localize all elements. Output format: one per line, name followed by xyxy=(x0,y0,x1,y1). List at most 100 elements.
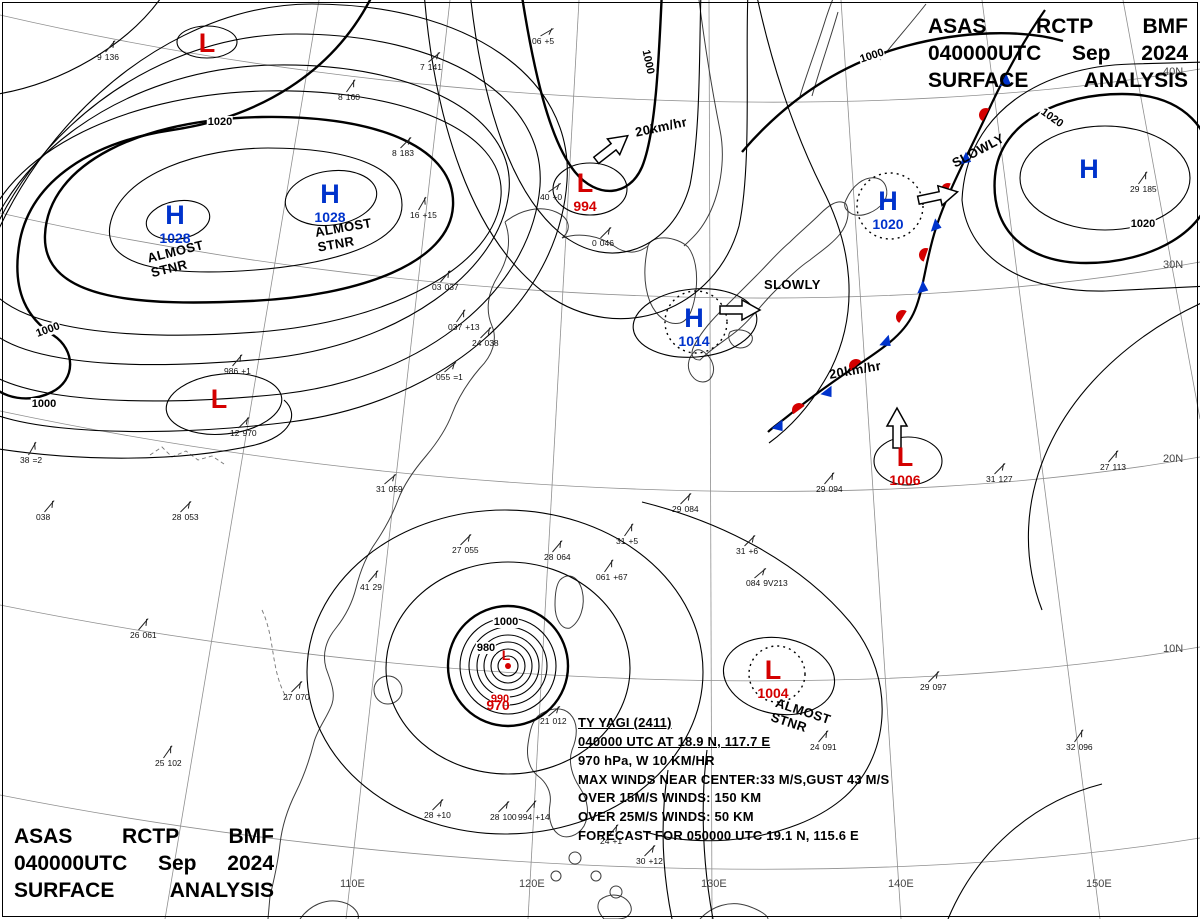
pressure-symbol: H xyxy=(1079,154,1099,184)
stationary-front-layer xyxy=(767,9,1046,433)
station-value: 25 xyxy=(155,758,165,768)
station-value: 28 xyxy=(172,512,182,522)
pressure-center-low: L xyxy=(211,386,228,413)
station-value: +15 xyxy=(422,210,437,220)
wind-barb-icon xyxy=(232,354,243,367)
station-value: 053 xyxy=(184,512,199,522)
wind-barb-icon xyxy=(548,705,561,717)
wind-barb-icon xyxy=(548,182,562,193)
station-value: 29 xyxy=(372,582,382,592)
station-value: +1 xyxy=(241,366,251,376)
isobar-label: 1020 xyxy=(206,116,234,128)
chart-product-code: ASAS RCTP BMF xyxy=(14,825,274,849)
station-plot: 29 094 xyxy=(816,472,843,494)
pressure-symbol: H xyxy=(165,200,185,230)
station-plot: 24 +1 xyxy=(600,824,622,846)
station-value: 24 xyxy=(600,836,610,846)
station-value: +6 xyxy=(748,546,759,556)
station-value: +5 xyxy=(544,36,555,46)
typhoon-max-winds: MAX WINDS NEAR CENTER:33 M/S,GUST 43 M/S xyxy=(578,771,890,787)
longitude-label: 110E xyxy=(340,878,365,890)
station-plot: 21 012 xyxy=(540,705,567,726)
pressure-symbol: L xyxy=(896,442,914,472)
station-value: 055 xyxy=(464,545,479,555)
latitude-label: 30N xyxy=(1163,259,1184,271)
station-plot: 16 +15 xyxy=(410,196,437,220)
longitude-label: 140E xyxy=(888,878,914,890)
pressure-center-low: L 1004 xyxy=(757,655,788,701)
station-value: 28 xyxy=(544,552,554,562)
wind-barb-icon xyxy=(604,559,614,573)
movement-arrow-icon xyxy=(592,134,629,165)
station-value: 970 xyxy=(242,428,257,438)
wind-barb-icon xyxy=(428,51,441,63)
wind-barb-icon xyxy=(346,79,356,93)
isobar-label: 1000 xyxy=(857,46,887,66)
station-plot: 28 100 xyxy=(490,801,517,822)
station-value: 084 xyxy=(746,578,761,588)
wind-barb-icon xyxy=(754,567,767,579)
latitude-label: 40N xyxy=(1163,66,1184,78)
isobar-label: 1020 xyxy=(1037,105,1067,131)
wind-barb-icon xyxy=(824,472,835,485)
station-plot: 28 053 xyxy=(172,501,199,522)
typhoon-name: TY YAGI (2411) xyxy=(578,715,672,730)
pressure-center-high: H xyxy=(1079,156,1099,183)
pressure-symbol: H xyxy=(320,179,340,209)
pressure-center-low: L 970 xyxy=(486,647,517,712)
station-plot: 0 046 xyxy=(592,227,614,248)
chart-title-top-right: ASAS RCTP BMF 040000UTC Sep 2024 SURFACE… xyxy=(928,14,1188,95)
movement-arrow-icon xyxy=(885,406,909,449)
station-value: 185 xyxy=(1142,184,1157,194)
station-plot: 12 970 xyxy=(230,417,257,438)
station-value: 29 xyxy=(920,682,930,692)
station-value: +5 xyxy=(628,536,639,546)
station-plot: 27 070 xyxy=(283,681,310,702)
isobar-label: 1000 xyxy=(492,616,520,628)
station-value: 100 xyxy=(502,812,517,822)
station-plot: 084 9V213 xyxy=(746,567,788,588)
chart-product-code: ASAS RCTP BMF xyxy=(928,15,1188,38)
station-plot: 03 037 xyxy=(432,270,459,292)
station-plot: 7 141 xyxy=(420,51,442,72)
pressure-value: 994 xyxy=(573,198,597,214)
station-value: 27 xyxy=(283,692,293,702)
station-plot: 32 096 xyxy=(1066,729,1093,752)
station-value: 06 xyxy=(532,36,542,46)
station-plot: 31 059 xyxy=(376,473,403,494)
pressure-symbol: L xyxy=(764,655,782,685)
station-value: 31 xyxy=(736,546,746,556)
station-value: 038 xyxy=(484,338,499,348)
station-plot: 25 102 xyxy=(155,745,182,768)
pressure-center-high: H 1014 xyxy=(678,305,709,349)
station-value: 102 xyxy=(167,758,182,768)
station-plot: 994 +14 xyxy=(518,800,550,822)
station-value: 012 xyxy=(552,716,567,726)
station-value: 084 xyxy=(684,504,699,514)
wind-barb-icon xyxy=(928,671,940,683)
isobar-label: 1000 xyxy=(639,47,657,77)
station-value: 21 xyxy=(540,716,550,726)
station-value: 061 xyxy=(142,630,157,640)
pressure-symbol: L xyxy=(501,647,511,663)
wind-barb-icon xyxy=(444,361,457,373)
station-value: 03 xyxy=(432,282,442,292)
station-value: +10 xyxy=(436,810,451,820)
station-plot: 40 +0 xyxy=(540,182,563,202)
station-value: 9V213 xyxy=(763,578,788,588)
wind-barb-icon xyxy=(440,270,451,283)
station-value: +0 xyxy=(552,192,563,202)
movement-arrows-layer xyxy=(592,134,960,449)
typhoon-wind-radius-25: OVER 25M/S WINDS: 50 KM xyxy=(578,809,754,825)
isobar-label: 1020 xyxy=(1129,218,1157,230)
wind-barb-icon xyxy=(238,417,250,429)
station-value: 160 xyxy=(345,92,360,102)
station-value: 094 xyxy=(828,484,843,494)
pressure-symbol: L xyxy=(198,28,216,58)
station-plot: 038 xyxy=(36,500,55,522)
wind-barb-icon xyxy=(644,845,656,857)
wind-barb-icon xyxy=(1108,450,1119,463)
wind-barb-icon xyxy=(180,501,192,513)
wind-barb-icon xyxy=(552,540,563,553)
